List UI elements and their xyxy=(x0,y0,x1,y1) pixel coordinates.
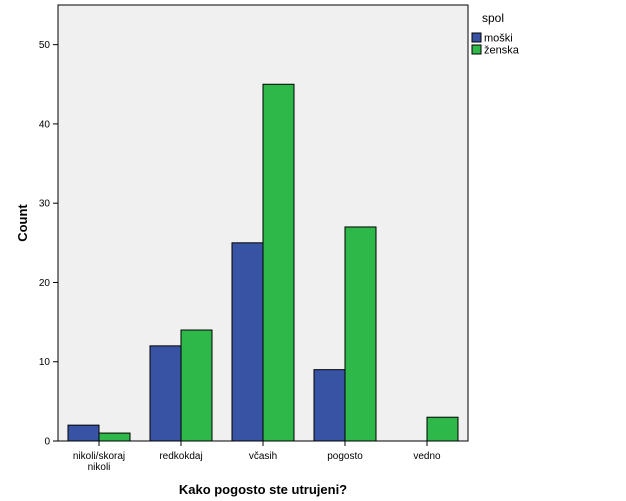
y-axis: 0 10 20 30 40 50 xyxy=(39,40,58,448)
bar-moski xyxy=(67,424,100,442)
x-tick-label: vedno xyxy=(413,451,441,462)
y-tick-label: 10 xyxy=(39,357,51,368)
x-tick-label: nikoli xyxy=(88,462,111,473)
x-tick-label: redkokdaj xyxy=(159,451,202,462)
bar-moski xyxy=(313,369,346,442)
bar-moski xyxy=(231,242,264,442)
legend-label: moški xyxy=(484,33,513,45)
y-tick-label: 50 xyxy=(39,40,51,51)
bars xyxy=(67,83,459,442)
bar-zenska xyxy=(98,432,131,442)
y-tick-label: 20 xyxy=(39,278,51,289)
legend-label: ženska xyxy=(484,45,520,57)
legend-title: spol xyxy=(482,11,504,25)
x-tick-label: pogosto xyxy=(327,451,363,462)
bar-zenska xyxy=(426,416,459,442)
bar-zenska xyxy=(262,83,295,442)
y-tick-label: 40 xyxy=(39,119,51,130)
bar-zenska xyxy=(180,329,213,442)
y-axis-title: Count xyxy=(15,204,30,242)
legend-swatch xyxy=(471,32,482,43)
legend-swatch xyxy=(471,44,482,55)
x-axis-title: Kako pogosto ste utrujeni? xyxy=(179,482,347,497)
y-tick-label: 0 xyxy=(44,437,50,448)
bar-zenska xyxy=(344,226,377,442)
y-tick-label: 30 xyxy=(39,199,51,210)
bar-moski xyxy=(149,345,182,442)
x-tick-label: nikoli/skoraj xyxy=(73,451,125,462)
x-tick-label: včasih xyxy=(249,451,277,462)
